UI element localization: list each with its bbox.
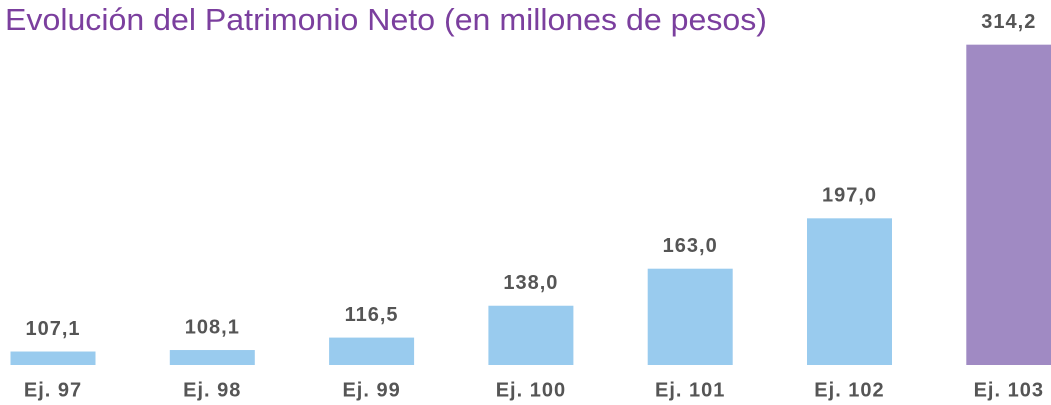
- bar: [10, 351, 96, 365]
- bar: [807, 218, 892, 365]
- value-label: 108,1: [185, 316, 240, 338]
- bar: [647, 268, 733, 365]
- bar: [966, 44, 1051, 366]
- x-tick-label: Ej. 103: [974, 379, 1044, 401]
- x-tick-label: Ej. 102: [814, 379, 884, 401]
- x-tick-label: Ej. 100: [496, 379, 566, 401]
- value-label: 107,1: [25, 318, 80, 340]
- bar: [329, 337, 415, 365]
- chart-title: Evolución del Patrimonio Neto (en millon…: [5, 2, 767, 37]
- x-tick-label: Ej. 99: [342, 379, 400, 401]
- value-label: 163,0: [663, 235, 718, 257]
- x-tick-label: Ej. 97: [24, 379, 82, 401]
- value-label: 116,5: [345, 304, 399, 326]
- bar: [169, 350, 255, 365]
- bar: [488, 305, 574, 365]
- x-tick-label: Ej. 98: [183, 379, 241, 401]
- value-label: 138,0: [503, 272, 558, 294]
- value-label: 197,0: [822, 185, 877, 207]
- x-tick-label: Ej. 101: [655, 379, 725, 401]
- value-label: 314,2: [981, 11, 1036, 33]
